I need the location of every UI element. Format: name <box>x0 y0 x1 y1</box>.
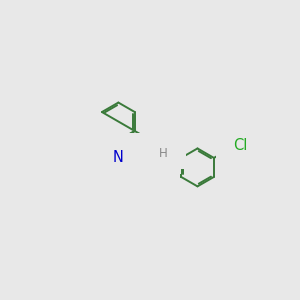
Text: Cl: Cl <box>233 138 248 153</box>
Text: H: H <box>154 164 162 177</box>
Text: N: N <box>147 153 158 168</box>
Text: H: H <box>140 164 149 177</box>
Text: N: N <box>146 154 157 169</box>
Text: H: H <box>157 159 166 172</box>
Text: O: O <box>157 137 169 152</box>
Text: H: H <box>158 147 167 160</box>
Text: N: N <box>149 164 160 179</box>
Text: N: N <box>113 150 124 165</box>
